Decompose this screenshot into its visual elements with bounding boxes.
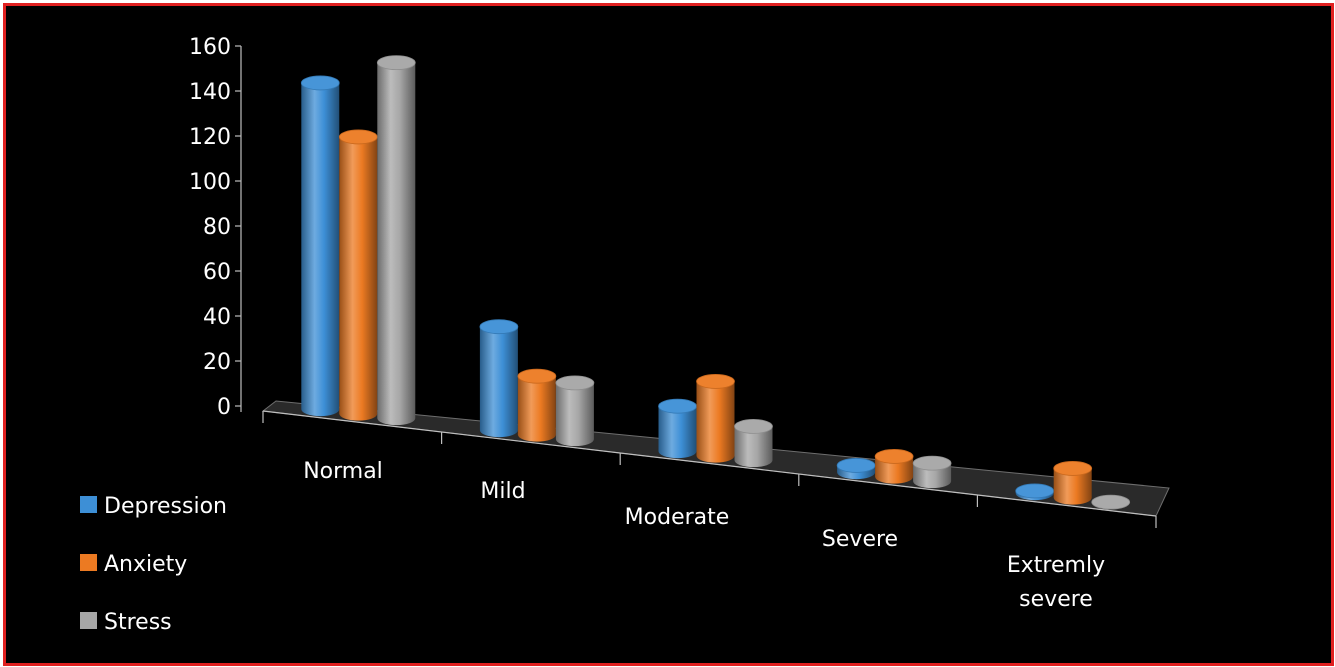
y-tick-label: 40 [203, 305, 231, 330]
bar-top [1015, 483, 1055, 499]
legend-item-stress: Stress [80, 610, 172, 635]
y-tick-label: 0 [217, 395, 231, 420]
bar-stress-mild [555, 375, 595, 447]
bar-chart-3d: 0 20 40 60 80 100 120 140 160 Normal Mild Moderate… [80, 35, 1170, 635]
bar-body [517, 376, 556, 442]
bar-top [479, 319, 519, 335]
bar-body [301, 82, 340, 417]
bar-anxiety-normal [338, 129, 378, 421]
bar-top [517, 368, 557, 384]
bar-anxiety-moderate [696, 374, 735, 463]
y-tick-label: 80 [203, 215, 231, 240]
legend-swatch [80, 496, 97, 513]
x-tick-label-moderate: Moderate [625, 505, 730, 530]
bar-body [339, 136, 378, 421]
bar-anxiety-severe [874, 449, 914, 484]
x-tick-label-extremly-severe: Extremly severe [1007, 553, 1105, 612]
legend-swatch [80, 612, 97, 629]
legend-swatch [80, 554, 97, 571]
y-tick-label: 60 [203, 260, 231, 285]
bar-stress-moderate [734, 418, 773, 468]
bar-anxiety-mild [517, 368, 557, 442]
bar-top [734, 418, 773, 434]
bar-depression-normal [300, 75, 340, 417]
bar-stress-severe [912, 455, 952, 489]
bar-depression-extremly-severe [1015, 483, 1055, 501]
bar-body [1053, 468, 1092, 505]
y-tick-label: 160 [189, 35, 231, 60]
bar-depression-severe [836, 458, 876, 480]
bar-top [300, 75, 340, 91]
y-tick-label: 120 [189, 125, 231, 150]
bar-top [874, 449, 914, 464]
x-tick-label-mild: Mild [480, 479, 525, 504]
legend-item-depression: Depression [80, 494, 227, 519]
x-axis-line [262, 410, 1157, 517]
x-tick-label-severe: Severe [822, 527, 898, 552]
bar-top [1091, 494, 1131, 510]
bar-stress-normal [376, 55, 416, 426]
bar-top [836, 458, 876, 473]
bar-body [696, 381, 735, 463]
bar-top [376, 55, 416, 71]
y-tick-label: 20 [203, 350, 231, 375]
x-tick-label-normal: Normal [303, 459, 383, 484]
chart-frame: 0 20 40 60 80 100 120 140 160 Normal Mild Moderate… [3, 3, 1334, 666]
legend-item-anxiety: Anxiety [80, 552, 187, 577]
bar-body [479, 326, 518, 438]
bar-body [555, 382, 594, 447]
legend: Depression Anxiety Stress [80, 494, 227, 635]
legend-label: Anxiety [104, 552, 187, 577]
bar-body [658, 406, 697, 459]
legend-label: Depression [104, 494, 227, 519]
bar-body [734, 426, 773, 468]
bar-depression-mild [479, 319, 519, 438]
bar-top [555, 375, 595, 391]
bar-body [875, 456, 914, 484]
bar-top [1053, 461, 1093, 476]
bar-top [912, 455, 952, 471]
bar-body [377, 62, 416, 426]
y-tick-label: 140 [189, 80, 231, 105]
bar-top [658, 398, 697, 414]
bar-top [338, 129, 378, 145]
y-tick-label: 100 [189, 170, 231, 195]
legend-label: Stress [104, 610, 172, 635]
bar-top [696, 374, 735, 389]
bar-anxiety-extremly-severe [1053, 461, 1093, 505]
bar-stress-extremly-severe [1091, 494, 1131, 510]
bar-depression-moderate [658, 398, 697, 459]
